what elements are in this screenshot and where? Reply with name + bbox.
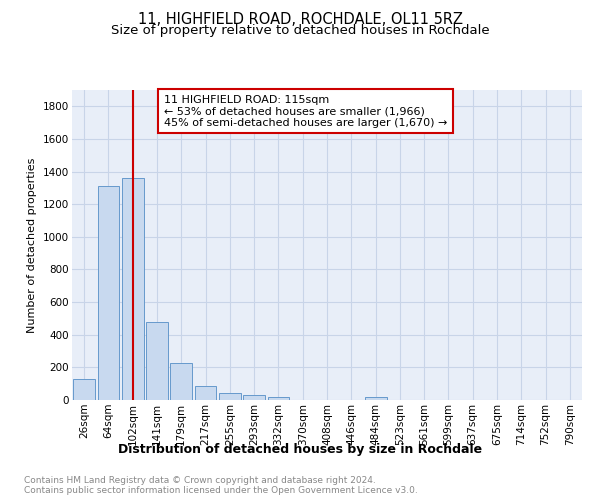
Bar [170,364,192,400]
Bar [194,386,217,400]
Bar [268,396,289,400]
Bar [146,322,168,400]
Bar [219,392,241,400]
Text: 11 HIGHFIELD ROAD: 115sqm
← 53% of detached houses are smaller (1,966)
45% of se: 11 HIGHFIELD ROAD: 115sqm ← 53% of detac… [164,94,447,128]
Bar [122,178,143,400]
Text: 11, HIGHFIELD ROAD, ROCHDALE, OL11 5RZ: 11, HIGHFIELD ROAD, ROCHDALE, OL11 5RZ [137,12,463,28]
Bar [97,186,119,400]
Text: Contains HM Land Registry data © Crown copyright and database right 2024.
Contai: Contains HM Land Registry data © Crown c… [24,476,418,495]
Bar [73,379,95,400]
Text: Size of property relative to detached houses in Rochdale: Size of property relative to detached ho… [110,24,490,37]
Bar [365,396,386,400]
Text: Distribution of detached houses by size in Rochdale: Distribution of detached houses by size … [118,442,482,456]
Y-axis label: Number of detached properties: Number of detached properties [28,158,37,332]
Bar [243,396,265,400]
